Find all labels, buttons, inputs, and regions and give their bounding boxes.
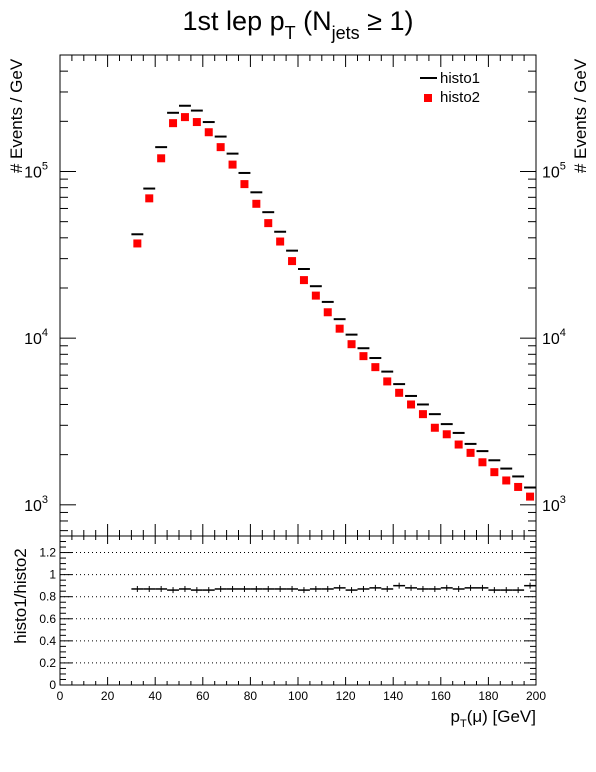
histo2-point bbox=[454, 440, 463, 449]
histo2-point bbox=[299, 276, 308, 285]
histo2-point bbox=[442, 430, 451, 439]
ratio-x-tick-label: 200 bbox=[526, 689, 546, 703]
histo2-point bbox=[157, 154, 166, 163]
histo2-point bbox=[502, 476, 511, 485]
histo2-point bbox=[323, 308, 332, 317]
histo2-point bbox=[418, 410, 427, 419]
ratio-gridlines bbox=[60, 552, 536, 664]
ratio-y-tick-label: 0.2 bbox=[39, 656, 56, 670]
histo2-point bbox=[311, 291, 320, 300]
ratio-x-tick-label: 180 bbox=[478, 689, 498, 703]
ratio-x-tick-label: 120 bbox=[336, 689, 356, 703]
histo2-point bbox=[383, 377, 392, 386]
histo2-point bbox=[133, 239, 142, 248]
ratio-y-tick-label: 0.8 bbox=[39, 590, 56, 604]
main-data-marks bbox=[131, 104, 536, 501]
histo2-point bbox=[371, 363, 380, 372]
histo2-point bbox=[466, 448, 475, 457]
histo2-point bbox=[228, 160, 237, 169]
histo2-point bbox=[252, 199, 261, 208]
histo2-point bbox=[180, 113, 189, 122]
ratio-x-tick-label: 40 bbox=[149, 689, 163, 703]
histo2-point bbox=[490, 468, 499, 477]
histo2-point bbox=[216, 143, 225, 152]
ratio-x-tick-label: 160 bbox=[431, 689, 451, 703]
legend-marker-histo2 bbox=[424, 94, 432, 102]
ratio-x-tick-label: 0 bbox=[57, 689, 64, 703]
main-y-tick-label-right: 104 bbox=[542, 327, 566, 348]
ratio-x-tick-label: 140 bbox=[383, 689, 403, 703]
ratio-y-axis-title: histo1/histo2 bbox=[11, 548, 30, 643]
chart-title: 1st lep pT (Njets ≥ 1) bbox=[183, 6, 414, 43]
legend-label-histo2: histo2 bbox=[440, 89, 480, 106]
histo2-point bbox=[407, 400, 416, 409]
main-y-tick-label-right: 105 bbox=[542, 160, 566, 181]
histo2-point bbox=[192, 118, 201, 127]
histo2-point bbox=[335, 324, 344, 333]
ratio-x-tick-label: 100 bbox=[288, 689, 308, 703]
x-axis-title: pT(μ) [GeV] bbox=[450, 707, 536, 730]
y-axis-title-left: # Events / GeV bbox=[7, 58, 26, 173]
histo2-point bbox=[240, 180, 249, 189]
histo2-point bbox=[288, 257, 297, 266]
ratio-axis-ticks: 0 20 40 60 80 100 120 140 160 180 200 0 0.2 0.4 0.6 0.8… bbox=[39, 536, 546, 703]
histo2-point bbox=[430, 423, 439, 432]
ratio-y-tick-label: 0.6 bbox=[39, 612, 56, 626]
main-plot-frame bbox=[59, 54, 537, 537]
histo2-point bbox=[395, 388, 404, 397]
ratio-y-tick-label: 1 bbox=[49, 568, 56, 582]
main-axis-ticks: 103 103 104 104 105 105 bbox=[24, 54, 566, 536]
ratio-x-tick-label: 20 bbox=[101, 689, 115, 703]
ratio-y-tick-label: 1.2 bbox=[39, 546, 56, 560]
histo2-point bbox=[204, 128, 213, 137]
legend-label-histo1: histo1 bbox=[440, 70, 480, 87]
ratio-y-tick-label: 0 bbox=[49, 678, 56, 692]
ratio-y-tick-label: 0.4 bbox=[39, 634, 56, 648]
ratio-x-tick-label: 60 bbox=[196, 689, 210, 703]
main-y-tick-label-right: 103 bbox=[542, 494, 566, 515]
ratio-data-marks bbox=[131, 582, 536, 594]
ratio-x-tick-label: 80 bbox=[244, 689, 258, 703]
main-y-tick-label: 105 bbox=[24, 160, 48, 181]
histo2-point bbox=[145, 194, 154, 203]
main-y-tick-label: 104 bbox=[24, 327, 48, 348]
histo2-point bbox=[169, 119, 178, 128]
histo2-point bbox=[359, 352, 368, 361]
histo2-point bbox=[526, 492, 535, 501]
histo2-point bbox=[514, 482, 523, 491]
histo2-point bbox=[347, 340, 356, 349]
y-axis-title-right: # Events / GeV bbox=[571, 58, 590, 173]
histo2-point bbox=[478, 458, 487, 467]
histo2-point bbox=[264, 219, 273, 228]
legend: histo1 histo2 bbox=[420, 70, 480, 106]
main-y-tick-label: 103 bbox=[24, 494, 48, 515]
histo2-point bbox=[276, 237, 285, 246]
